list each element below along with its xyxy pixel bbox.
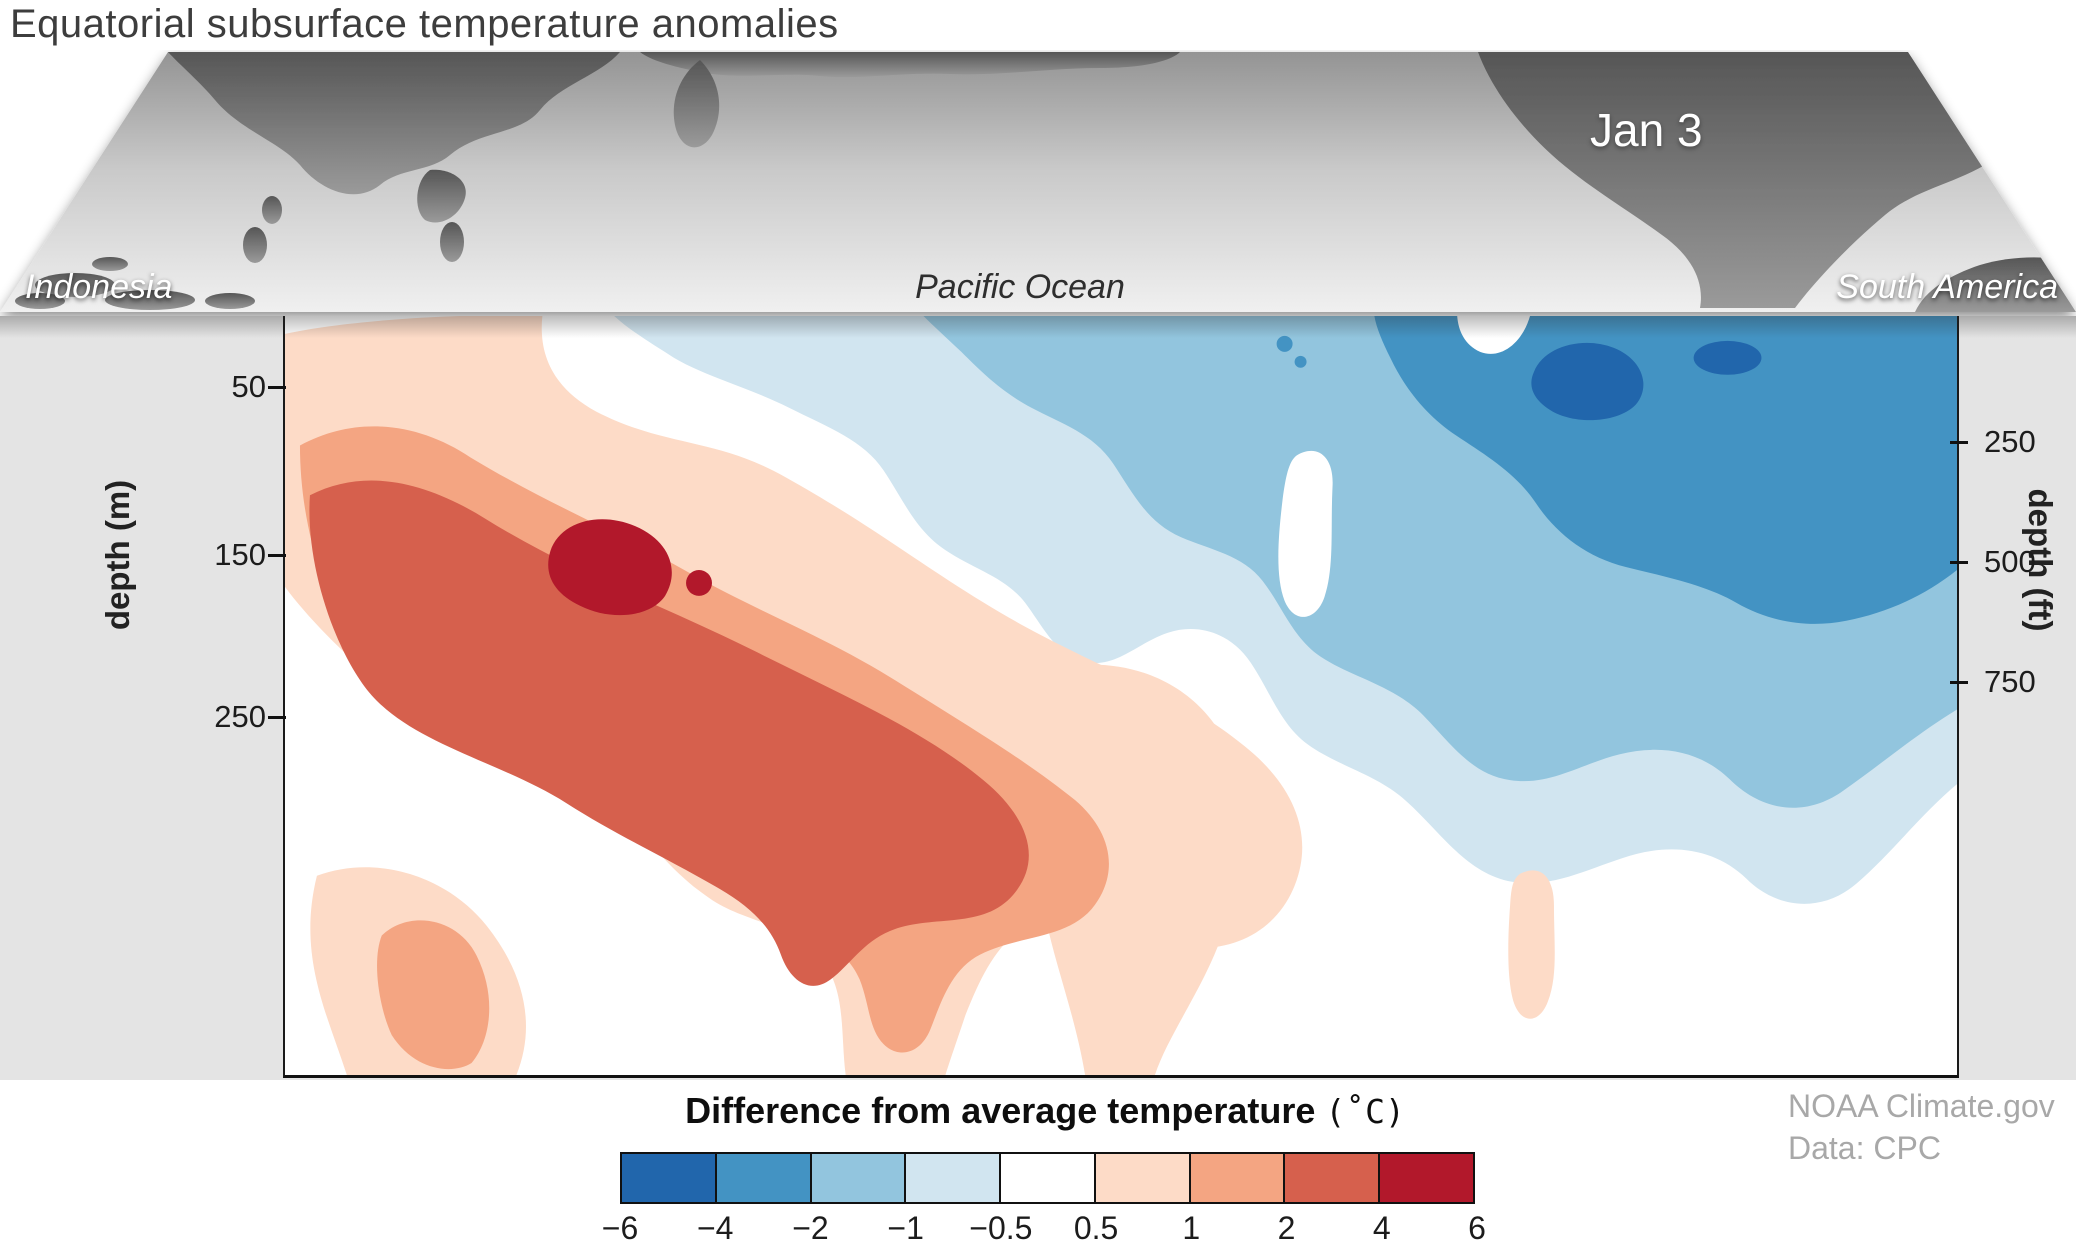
depth-tick-mark-right [1950, 561, 1968, 564]
colorbar-title: Difference from average temperature (˚C) [470, 1090, 1620, 1132]
colorbar-tick-label: 6 [1468, 1210, 1486, 1246]
depth-tick-label-right: 500 [1984, 544, 2036, 579]
depth-tick-mark-right [1950, 441, 1968, 444]
colorbar-cell-3 [906, 1154, 1002, 1202]
map-label-indonesia: Indonesia [25, 268, 172, 306]
colorbar-title-text: Difference from average temperature [685, 1090, 1316, 1131]
left-axis-title: depth (m) [99, 479, 136, 631]
colorbar-cell-8 [1380, 1154, 1474, 1202]
warm-anomaly-region [285, 316, 1555, 1075]
depth-tick-label-left: 250 [214, 699, 266, 734]
depth-tick-label-left: 50 [231, 369, 266, 404]
map-cast-shadow [0, 316, 2076, 338]
colorbar-tick-label: 4 [1372, 1210, 1391, 1246]
credits: NOAA Climate.gov Data: CPC [1788, 1086, 2055, 1169]
depth-tick-mark-left [268, 554, 286, 557]
map-label-pacific-ocean: Pacific Ocean [915, 268, 1125, 306]
colorbar-tick-label: −4 [696, 1210, 734, 1246]
map-date-label: Jan 3 [1590, 104, 1703, 156]
colorbar-cell-2 [811, 1154, 907, 1202]
colorbar-tick-label: 0.5 [1073, 1210, 1119, 1246]
colorbar-tick-label: −6 [601, 1210, 639, 1246]
depth-tick-label-right: 750 [1984, 664, 2036, 699]
contour-plot [285, 316, 1957, 1075]
colorbar-tick-label: 1 [1182, 1210, 1201, 1246]
colorbar-tick-label: 2 [1277, 1210, 1296, 1246]
map-landmasses [15, 52, 2076, 312]
colorbar-cell-5 [1095, 1154, 1191, 1202]
depth-tick-label-right: 250 [1984, 424, 2036, 459]
page-title: Equatorial subsurface temperature anomal… [10, 2, 839, 46]
pacific-map: Jan 3 Indonesia Pacific Ocean South Amer… [0, 52, 2076, 312]
depth-tick-label-left: 150 [214, 537, 266, 572]
depth-tick-mark-right [1950, 681, 1968, 684]
depth-tick-mark-left [268, 386, 286, 389]
colorbar-cell-0 [622, 1154, 717, 1202]
colorbar-cell-1 [716, 1154, 812, 1202]
colorbar-tick-label: −0.5 [969, 1210, 1033, 1246]
colorbar-cell-6 [1190, 1154, 1286, 1202]
credit-source: NOAA Climate.gov [1788, 1088, 2055, 1124]
colorbar-cell-7 [1285, 1154, 1381, 1202]
colorbar-tick-label: −1 [887, 1210, 924, 1246]
colorbar-cell-4 [1001, 1154, 1096, 1202]
colorbar-tick-label: −2 [792, 1210, 829, 1246]
cold-anomaly-region [506, 316, 1957, 904]
depth-tick-mark-left [268, 716, 286, 719]
colorbar-unit: (˚C) [1325, 1092, 1405, 1131]
map-label-south-america: South America [1836, 268, 2058, 306]
colorbar [620, 1152, 1475, 1204]
depth-section-plot [283, 316, 1959, 1078]
colorbar-tick-labels: −6 −4 −2 −1 −0.5 0.5 1 2 4 6 [602, 1210, 1486, 1252]
credit-data-source: Data: CPC [1788, 1129, 1941, 1166]
